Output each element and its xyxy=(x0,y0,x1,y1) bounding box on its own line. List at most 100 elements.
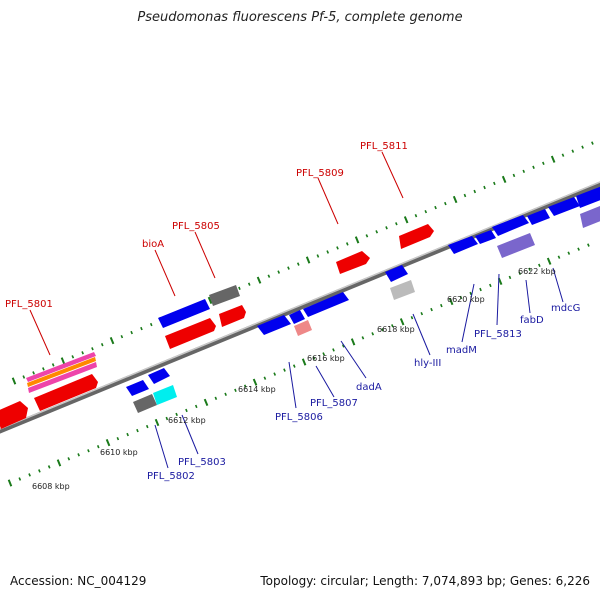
ruler-tick xyxy=(109,337,115,345)
ruler-tick xyxy=(403,216,409,224)
kbp-label: 6614 kbp xyxy=(238,385,276,394)
gene-label-pfl-5803[interactable]: PFL_5803 xyxy=(178,457,226,468)
ruler-tick xyxy=(420,311,424,316)
gene-reverse[interactable] xyxy=(289,310,305,324)
gene-forward[interactable] xyxy=(219,305,246,327)
gene-pink-feature[interactable] xyxy=(28,362,97,393)
gene-light-grey-feature[interactable] xyxy=(390,280,415,300)
gene-label-fabd[interactable]: fabD xyxy=(520,315,544,326)
ruler-tick xyxy=(399,318,405,326)
ruler-tick xyxy=(120,334,124,339)
gene-reverse[interactable] xyxy=(475,230,496,244)
gene-label-pfl-5809[interactable]: PFL_5809 xyxy=(296,168,344,179)
gene-label-pfl-5802[interactable]: PFL_5802 xyxy=(147,471,195,482)
ruler-tick xyxy=(28,473,31,477)
gene-forward[interactable] xyxy=(336,251,370,274)
ruler-tick xyxy=(256,276,262,284)
ruler-tick xyxy=(571,149,575,153)
ruler-tick xyxy=(577,247,580,251)
gene-reverse[interactable] xyxy=(148,368,170,384)
gene-reverse[interactable] xyxy=(303,292,349,317)
gene-label-madm[interactable]: madM xyxy=(446,345,477,356)
ruler-tick xyxy=(354,236,360,244)
ruler-tick xyxy=(38,469,41,473)
ruler-tick xyxy=(87,449,90,453)
ruler-tick xyxy=(391,324,394,328)
gene-purple-feature[interactable] xyxy=(580,204,600,228)
gene-pink-feature[interactable] xyxy=(26,352,96,382)
gene-pink-feature[interactable] xyxy=(294,320,312,336)
ruler-tick xyxy=(538,263,541,267)
gene-label-mdcg[interactable]: mdcG xyxy=(551,303,580,314)
ruler-tick xyxy=(60,357,66,365)
gene-label-pfl-5807[interactable]: PFL_5807 xyxy=(310,398,358,409)
ruler-tick xyxy=(371,332,375,336)
ruler-tick xyxy=(56,459,62,467)
ruler-tick xyxy=(234,388,237,392)
ruler-tick xyxy=(434,205,437,210)
ruler-tick xyxy=(512,173,516,178)
gene-grey-feature[interactable] xyxy=(133,394,157,413)
gene-forward[interactable] xyxy=(399,224,434,249)
gene-reverse[interactable] xyxy=(448,236,478,254)
kbp-label: 6610 kbp xyxy=(100,448,138,457)
kbp-label: 6620 kbp xyxy=(447,295,485,304)
gene-label-pfl-5811[interactable]: PFL_5811 xyxy=(360,141,408,152)
gene-reverse[interactable] xyxy=(385,265,408,282)
gene-reverse[interactable] xyxy=(126,380,149,396)
ruler-tick xyxy=(483,185,486,190)
ruler-tick xyxy=(116,436,120,441)
gene-label-pfl-5806[interactable]: PFL_5806 xyxy=(275,412,323,423)
ruler-tick xyxy=(341,344,345,348)
ruler-tick xyxy=(283,368,286,372)
ruler-tick xyxy=(567,251,571,255)
ruler-tick xyxy=(126,432,129,437)
ruler-tick xyxy=(532,165,535,169)
ruler-tick xyxy=(267,274,271,278)
gene-label-pfl-5813[interactable]: PFL_5813 xyxy=(474,329,522,340)
forward-strand-features xyxy=(0,224,434,429)
kbp-label: 6618 kbp xyxy=(377,325,415,334)
ruler-tick xyxy=(42,367,45,371)
ruler-tick xyxy=(444,201,447,206)
ruler-tick xyxy=(67,457,71,461)
ruler-tick xyxy=(105,439,111,447)
gene-grey-feature[interactable] xyxy=(209,285,240,306)
ruler-tick xyxy=(140,326,143,331)
ruler-tick xyxy=(469,291,473,296)
gene-forward[interactable] xyxy=(0,401,28,429)
gene-forward[interactable] xyxy=(34,374,98,411)
gene-purple-feature[interactable] xyxy=(497,233,535,258)
reverse-label-leaders xyxy=(154,267,564,469)
ruler-tick xyxy=(561,153,565,157)
gene-label-bioa[interactable]: bioA xyxy=(142,239,164,250)
ruler-tick xyxy=(518,271,522,276)
ruler-tick xyxy=(332,348,335,352)
ruler-tick xyxy=(440,303,443,308)
ruler-tick xyxy=(361,336,365,340)
gene-reverse[interactable] xyxy=(158,299,210,328)
ruler-tick xyxy=(305,256,311,264)
gene-reverse[interactable] xyxy=(576,186,600,208)
ruler-tick xyxy=(493,181,496,186)
ruler-tick xyxy=(501,175,507,183)
gene-label-pfl-5801[interactable]: PFL_5801 xyxy=(5,299,53,310)
gene-forward[interactable] xyxy=(165,318,216,349)
genome-backbone xyxy=(0,181,600,434)
gene-orange-feature[interactable] xyxy=(27,357,96,387)
gene-label-hly-iii[interactable]: hly-III xyxy=(414,358,441,369)
gene-reverse[interactable] xyxy=(257,315,291,335)
ruler-tick xyxy=(489,283,492,288)
reverse-strand-features xyxy=(126,186,600,413)
gene-reverse[interactable] xyxy=(548,197,580,216)
gene-cyan-feature[interactable] xyxy=(153,385,177,405)
ruler-tick xyxy=(154,418,160,427)
gene-reverse[interactable] xyxy=(527,209,550,225)
ruler-tick xyxy=(81,351,84,355)
gene-label-dada[interactable]: dadA xyxy=(356,382,382,393)
ruler-tick xyxy=(312,356,316,360)
ruler-tick xyxy=(365,234,369,238)
ruler-tick xyxy=(522,169,526,174)
gene-reverse[interactable] xyxy=(492,215,529,236)
gene-label-pfl-5805[interactable]: PFL_5805 xyxy=(172,221,220,232)
